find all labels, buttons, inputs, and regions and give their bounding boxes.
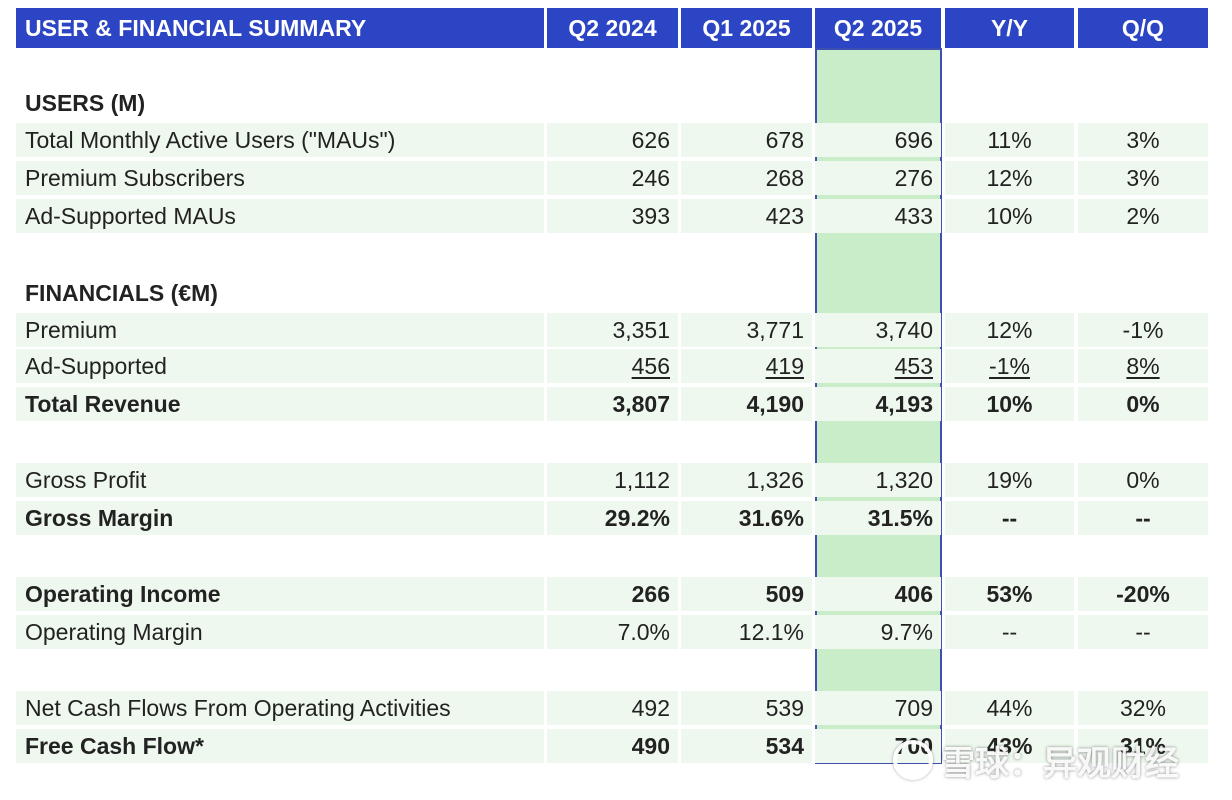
value-yy: 11% <box>945 123 1074 157</box>
value-qq: 31% <box>1078 729 1208 763</box>
value-q2-2025: 709 <box>815 691 941 725</box>
row-label: Gross Margin <box>16 501 544 535</box>
row-label: Net Cash Flows From Operating Activities <box>16 691 544 725</box>
value-yy: 19% <box>945 463 1074 497</box>
value-q1-2025: 12.1% <box>681 615 812 649</box>
value-q2-2025: 3,740 <box>815 313 941 347</box>
row-label: Total Revenue <box>16 387 544 421</box>
value-qq: -- <box>1078 615 1208 649</box>
value-q1-2025: 678 <box>681 123 812 157</box>
value-q2-2025: 433 <box>815 199 941 233</box>
value-qq: 2% <box>1078 199 1208 233</box>
value-yy: 44% <box>945 691 1074 725</box>
value-qq: 0% <box>1078 387 1208 421</box>
value-q1-2025: 268 <box>681 161 812 195</box>
column-header-qq: Q/Q <box>1078 8 1208 48</box>
watermark-text: 雪球：异观财经 <box>941 744 1179 783</box>
row-label: Free Cash Flow* <box>16 729 544 763</box>
value-yy: -- <box>945 615 1074 649</box>
row-label: Operating Income <box>16 577 544 611</box>
section-heading: FINANCIALS (€M) <box>25 279 218 306</box>
value-yy: 53% <box>945 577 1074 611</box>
value-q2-2025: 453 <box>815 349 941 383</box>
column-header-q1-2025: Q1 2025 <box>681 8 812 48</box>
value-qq: 0% <box>1078 463 1208 497</box>
value-q1-2025: 509 <box>681 577 812 611</box>
value-q2-2024: 393 <box>547 199 678 233</box>
value-qq: -20% <box>1078 577 1208 611</box>
value-q1-2025: 4,190 <box>681 387 812 421</box>
value-yy: -- <box>945 501 1074 535</box>
value-q1-2025: 423 <box>681 199 812 233</box>
value-q1-2025: 419 <box>681 349 812 383</box>
value-q2-2025: 406 <box>815 577 941 611</box>
table-title: USER & FINANCIAL SUMMARY <box>16 8 544 48</box>
row-label: Ad-Supported MAUs <box>16 199 544 233</box>
value-qq: 3% <box>1078 123 1208 157</box>
value-q2-2025: 31.5% <box>815 501 941 535</box>
column-header-q2-2024: Q2 2024 <box>547 8 678 48</box>
value-q2-2024: 456 <box>547 349 678 383</box>
row-label: Gross Profit <box>16 463 544 497</box>
value-yy: 12% <box>945 161 1074 195</box>
value-q2-2025: 4,193 <box>815 387 941 421</box>
value-q2-2025: 1,320 <box>815 463 941 497</box>
value-q1-2025: 3,771 <box>681 313 812 347</box>
value-qq: -- <box>1078 501 1208 535</box>
row-label: Premium <box>16 313 544 347</box>
value-qq: 8% <box>1078 349 1208 383</box>
section-heading: USERS (M) <box>25 89 146 116</box>
value-q2-2025: 696 <box>815 123 941 157</box>
column-header-q2-2025: Q2 2025 <box>815 8 941 48</box>
row-label: Operating Margin <box>16 615 544 649</box>
value-q2-2024: 490 <box>547 729 678 763</box>
value-q2-2024: 246 <box>547 161 678 195</box>
value-yy: 43% <box>945 729 1074 763</box>
snowball-logo-icon <box>893 740 933 780</box>
value-q2-2025: 9.7% <box>815 615 941 649</box>
value-q2-2024: 3,351 <box>547 313 678 347</box>
row-label: Premium Subscribers <box>16 161 544 195</box>
value-q2-2024: 266 <box>547 577 678 611</box>
value-yy: 10% <box>945 387 1074 421</box>
value-qq: 3% <box>1078 161 1208 195</box>
row-label: Ad-Supported <box>16 349 544 383</box>
value-yy: 12% <box>945 313 1074 347</box>
column-header-yy: Y/Y <box>945 8 1074 48</box>
value-q2-2024: 1,112 <box>547 463 678 497</box>
value-q1-2025: 1,326 <box>681 463 812 497</box>
value-yy: -1% <box>945 349 1074 383</box>
value-q1-2025: 534 <box>681 729 812 763</box>
value-q2-2024: 7.0% <box>547 615 678 649</box>
value-q2-2024: 3,807 <box>547 387 678 421</box>
value-q2-2024: 29.2% <box>547 501 678 535</box>
value-qq: -1% <box>1078 313 1208 347</box>
value-qq: 32% <box>1078 691 1208 725</box>
value-q2-2024: 492 <box>547 691 678 725</box>
value-q1-2025: 31.6% <box>681 501 812 535</box>
watermark: 雪球：异观财经 <box>893 736 1179 784</box>
value-q2-2024: 626 <box>547 123 678 157</box>
value-yy: 10% <box>945 199 1074 233</box>
value-q1-2025: 539 <box>681 691 812 725</box>
value-q2-2025: 276 <box>815 161 941 195</box>
row-label: Total Monthly Active Users ("MAUs") <box>16 123 544 157</box>
